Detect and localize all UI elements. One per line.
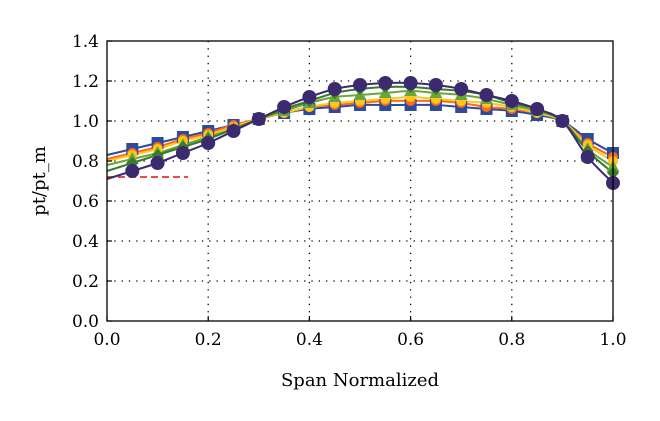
- x-tick-label: 0.4: [296, 330, 323, 350]
- data-point: [504, 94, 519, 108]
- data-point: [201, 136, 216, 150]
- data-point: [251, 112, 266, 126]
- data-point: [479, 88, 494, 102]
- x-tick-label: 0.2: [195, 330, 222, 350]
- y-tick-label: 0.6: [72, 192, 99, 212]
- data-point: [327, 82, 342, 96]
- data-point: [125, 164, 140, 178]
- data-point: [530, 102, 545, 116]
- y-tick-label: 1.2: [72, 72, 99, 92]
- plot-frame: [106, 40, 614, 322]
- y-tick-label: 1.0: [72, 112, 99, 132]
- x-tick-label: 0.0: [93, 330, 120, 350]
- data-point: [428, 78, 443, 92]
- data-point: [226, 124, 241, 138]
- y-axis-title: pt/pt_m: [29, 146, 50, 216]
- x-axis-title: Span Normalized: [281, 370, 439, 391]
- data-point: [277, 100, 292, 114]
- data-point: [175, 146, 190, 160]
- data-point: [580, 150, 595, 164]
- x-tick-label: 0.6: [397, 330, 424, 350]
- grid-lines: [107, 41, 613, 321]
- data-point: [403, 76, 418, 90]
- y-tick-label: 0.2: [72, 272, 99, 292]
- axis-ticks: 0.0 0.2 0.4 0.6 0.8 1.0 0.0 0.2 0.4 0.6 0.8 1.0 1.2 1…: [72, 32, 627, 350]
- y-tick-label: 0.8: [72, 152, 99, 172]
- data-point: [378, 76, 393, 90]
- y-tick-label: 0.0: [72, 312, 99, 332]
- x-tick-label: 0.8: [498, 330, 525, 350]
- data-point: [150, 156, 165, 170]
- data-point: [555, 114, 570, 128]
- data-point: [353, 78, 367, 92]
- series-layer: [106, 76, 620, 190]
- y-tick-label: 1.4: [72, 32, 99, 52]
- y-tick-label: 0.4: [72, 232, 99, 252]
- data-point: [302, 90, 317, 104]
- x-tick-label: 1.0: [599, 330, 626, 350]
- data-point: [454, 82, 469, 96]
